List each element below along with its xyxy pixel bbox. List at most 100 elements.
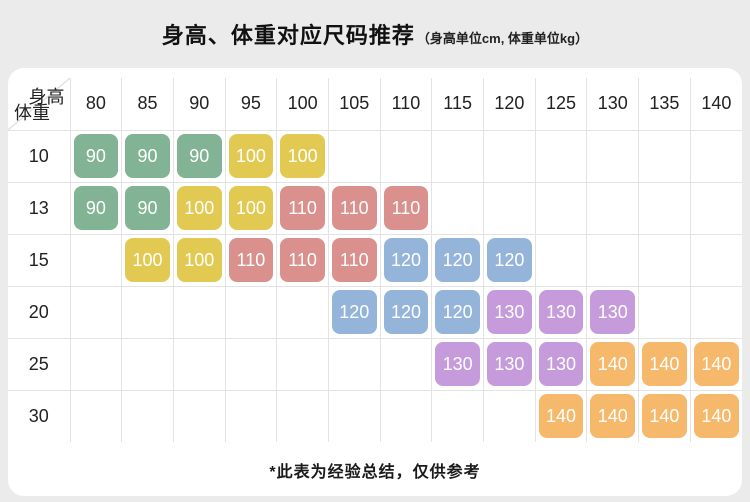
empty-cell: [224, 285, 278, 339]
size-badge: 130: [590, 290, 636, 334]
size-cell: 120: [379, 285, 433, 339]
weight-header-cell: 15: [8, 233, 71, 287]
size-cell: 120: [483, 233, 536, 287]
corner-weight-label: 体重: [14, 102, 50, 123]
empty-cell: [431, 129, 484, 183]
size-cell: 130: [483, 285, 536, 339]
size-badge: 100: [176, 238, 222, 282]
table-row: 15 100 100 110 110 110 120 120 120: [8, 233, 742, 287]
size-cell: 100: [172, 233, 226, 287]
size-badge: 140: [693, 394, 739, 439]
height-header-cell: 110: [379, 77, 433, 131]
title-sub: （身高单位cm, 体重单位kg）: [416, 31, 589, 46]
height-header-cell: 135: [638, 77, 691, 131]
empty-cell: [224, 389, 278, 443]
height-header-cell: 130: [586, 77, 640, 131]
empty-cell: [69, 285, 123, 339]
empty-cell: [431, 389, 484, 443]
size-badge: 120: [331, 290, 377, 334]
size-badge: 130: [487, 342, 532, 386]
table-row: 25 130 130 130 140 140 140: [8, 337, 742, 391]
size-badge: 130: [538, 290, 584, 334]
size-badge: 140: [642, 342, 687, 386]
size-cell: 110: [379, 181, 433, 235]
height-header-cell: 140: [689, 77, 742, 131]
size-chart-card: 身高 体重 80 85 90 95 100 105 110 115 120 125 130 135 140 …: [8, 68, 742, 496]
page-title: 身高、体重对应尺码推荐 （身高单位cm, 体重单位kg）: [0, 18, 750, 50]
empty-cell: [327, 337, 381, 391]
height-header-cell: 105: [327, 77, 381, 131]
size-cell: 130: [586, 285, 640, 339]
size-cell: 130: [483, 337, 536, 391]
empty-cell: [276, 389, 329, 443]
empty-cell: [483, 129, 536, 183]
height-header-cell: 115: [431, 77, 484, 131]
height-header-cell: 95: [224, 77, 278, 131]
size-cell: 120: [327, 285, 381, 339]
table-row: 30 140 140 140 140: [8, 389, 742, 443]
size-cell: 130: [431, 337, 484, 391]
size-cell: 140: [638, 337, 691, 391]
corner-cell: 身高 体重: [8, 77, 71, 131]
size-cell: 120: [379, 233, 433, 287]
size-cell: 90: [69, 181, 123, 235]
size-cell: 120: [431, 233, 484, 287]
size-badge: 140: [538, 394, 584, 439]
size-badge: 110: [228, 238, 274, 282]
size-badge: 90: [176, 134, 222, 178]
weight-header-cell: 10: [8, 129, 71, 183]
size-cell: 100: [276, 129, 329, 183]
weight-header-cell: 25: [8, 337, 71, 391]
table-header: 身高 体重 80 85 90 95 100 105 110 115 120 125 130 135 140: [8, 77, 742, 131]
size-badge: 110: [280, 238, 325, 282]
empty-cell: [483, 389, 536, 443]
size-cell: 140: [638, 389, 691, 443]
table-row: 10 90 90 90 100 100: [8, 129, 742, 183]
empty-cell: [69, 337, 123, 391]
size-cell: 130: [534, 337, 588, 391]
size-badge: 90: [125, 134, 170, 178]
height-header-cell: 100: [276, 77, 329, 131]
size-badge: 140: [590, 342, 636, 386]
empty-cell: [121, 337, 174, 391]
size-cell: 110: [276, 233, 329, 287]
empty-cell: [534, 181, 588, 235]
empty-cell: [69, 389, 123, 443]
size-cell: 100: [121, 233, 174, 287]
empty-cell: [327, 389, 381, 443]
empty-cell: [431, 181, 484, 235]
size-cell: 140: [534, 389, 588, 443]
size-badge: 120: [435, 290, 480, 334]
size-cell: 120: [431, 285, 484, 339]
size-badge: 120: [435, 238, 480, 282]
size-badge: 120: [487, 238, 532, 282]
size-cell: 140: [689, 389, 742, 443]
table-body: 10 90 90 90 100 100 13 90 90 100 100 110 110 110 15 100…: [8, 129, 742, 443]
empty-cell: [172, 389, 226, 443]
size-badge: 90: [73, 186, 119, 230]
height-header-cell: 125: [534, 77, 588, 131]
empty-cell: [689, 181, 742, 235]
size-cell: 110: [276, 181, 329, 235]
size-badge: 100: [228, 134, 274, 178]
size-badge: 140: [642, 394, 687, 439]
size-badge: 100: [125, 238, 170, 282]
empty-cell: [638, 181, 691, 235]
empty-cell: [638, 129, 691, 183]
size-cell: 90: [172, 129, 226, 183]
empty-cell: [224, 337, 278, 391]
weight-header-cell: 30: [8, 389, 71, 443]
size-badge: 140: [693, 342, 739, 386]
size-cell: 90: [69, 129, 123, 183]
height-header-cell: 80: [69, 77, 123, 131]
height-header-cell: 120: [483, 77, 536, 131]
empty-cell: [172, 337, 226, 391]
size-badge: 110: [331, 238, 377, 282]
size-badge: 100: [228, 186, 274, 230]
size-badge: 100: [176, 186, 222, 230]
size-cell: 140: [689, 337, 742, 391]
size-badge: 110: [280, 186, 325, 230]
size-badge: 120: [383, 238, 429, 282]
empty-cell: [172, 285, 226, 339]
empty-cell: [379, 337, 433, 391]
